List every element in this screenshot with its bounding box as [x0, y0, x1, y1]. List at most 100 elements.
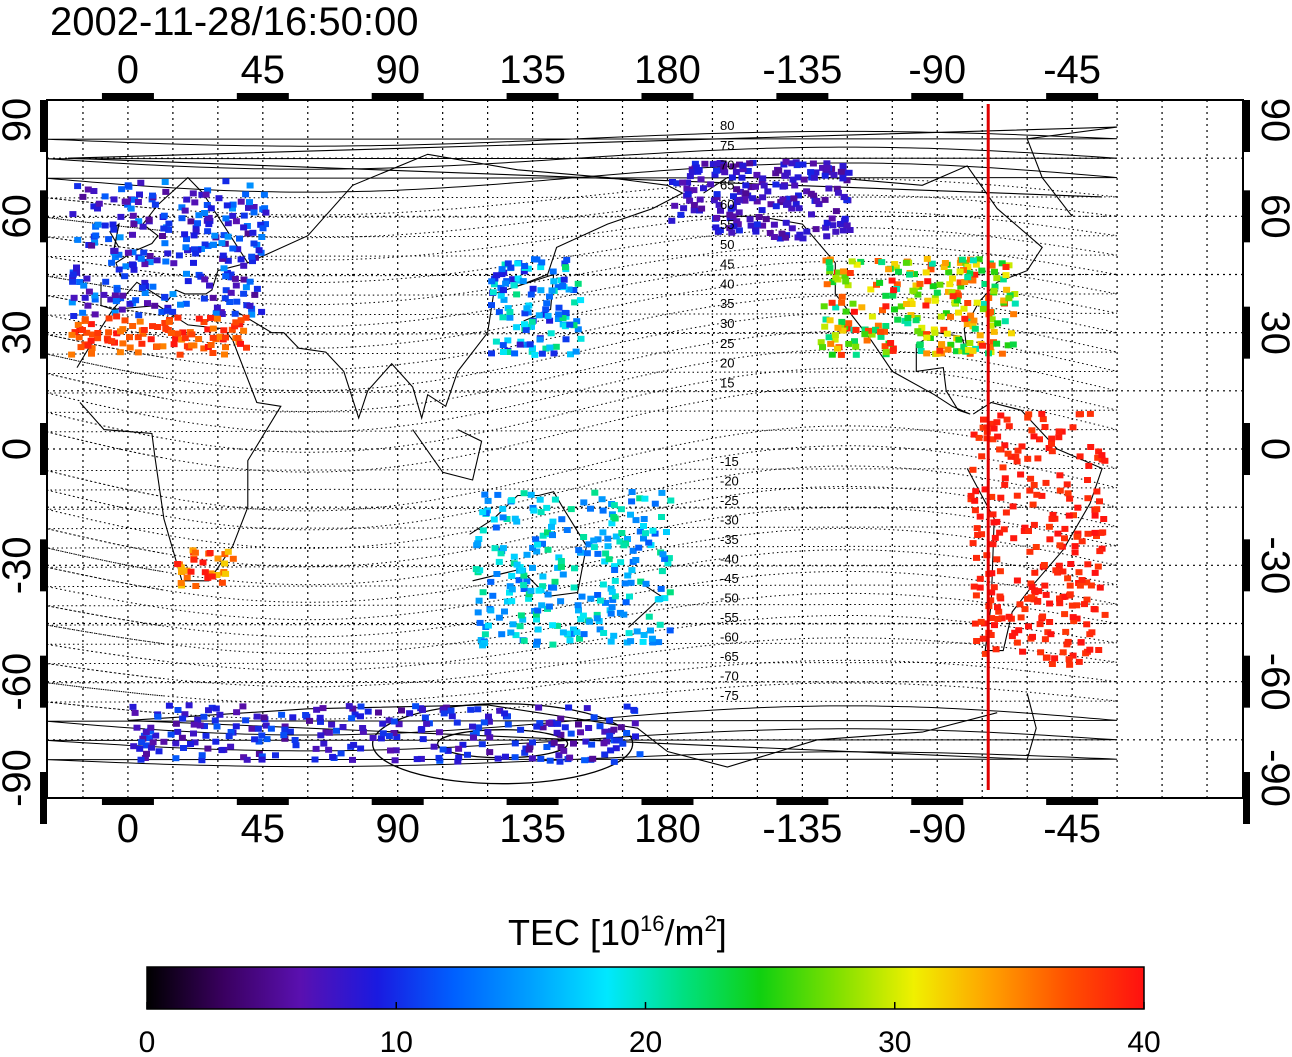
tec-cell	[555, 311, 563, 318]
tec-cell	[149, 323, 156, 330]
left-tick-bar	[40, 539, 47, 592]
tec-cell	[933, 289, 941, 296]
tec-cell	[492, 524, 500, 531]
tec-cell	[1013, 577, 1021, 584]
tec-cell	[992, 646, 1000, 653]
tec-cell	[561, 724, 569, 731]
tec-cell	[961, 279, 969, 285]
tec-cell	[601, 558, 609, 565]
tec-cell	[686, 173, 694, 180]
tec-cell	[119, 326, 127, 333]
bottom-tick-bar	[236, 798, 289, 805]
tec-cell	[1061, 593, 1069, 600]
tec-cell	[1001, 475, 1009, 482]
tec-cell	[79, 309, 87, 316]
tec-cell	[558, 516, 566, 523]
tec-cell	[190, 721, 198, 728]
tec-cell	[1010, 311, 1018, 318]
tec-cell	[1096, 584, 1104, 591]
tec-cell	[539, 583, 547, 590]
tec-cell	[892, 264, 900, 271]
tec-cell	[111, 247, 119, 254]
tec-cell	[832, 208, 840, 215]
timestamp-label: 2002-11-28/16:50:00	[50, 0, 418, 44]
tec-cell	[1030, 482, 1038, 488]
tec-cell	[799, 235, 807, 242]
tec-cell	[232, 282, 240, 289]
tec-cell	[686, 187, 693, 194]
tec-cell	[136, 745, 144, 752]
tec-cell	[975, 256, 983, 263]
tec-cell	[487, 578, 495, 585]
tec-cell	[852, 327, 860, 333]
tec-cell	[244, 230, 252, 237]
tec-cell	[574, 602, 582, 609]
tec-cell	[617, 724, 625, 731]
tec-cell	[1086, 410, 1094, 417]
tec-cell	[488, 302, 495, 309]
tec-cell	[519, 616, 527, 623]
tec-cell	[612, 737, 620, 744]
tec-cell	[419, 706, 426, 713]
tec-cell	[842, 308, 850, 315]
tec-cell	[969, 347, 977, 354]
tec-cell	[912, 317, 920, 324]
tec-cell	[742, 190, 750, 197]
tec-cell	[1019, 648, 1027, 655]
top-lon-label: 135	[499, 48, 566, 92]
tec-cell	[556, 758, 564, 765]
tec-cell	[144, 300, 151, 307]
tec-cell	[543, 504, 551, 511]
contour-label: 50	[720, 237, 734, 252]
tec-cell	[977, 618, 985, 625]
tec-cell	[236, 321, 244, 328]
tec-cell	[582, 738, 590, 745]
tec-cell	[640, 535, 647, 542]
tec-cell	[520, 637, 528, 644]
tec-cell	[1034, 455, 1042, 462]
contour-label: 20	[720, 356, 734, 371]
tec-cell	[575, 547, 583, 554]
tec-cell	[236, 235, 243, 242]
tec-cell	[1071, 549, 1079, 556]
tec-cell	[551, 578, 559, 585]
tec-cell	[969, 257, 977, 264]
tec-cell	[902, 259, 910, 266]
tec-cell	[504, 260, 512, 267]
tec-cell	[571, 299, 579, 306]
tec-cell	[881, 343, 889, 350]
tec-cell	[88, 345, 96, 352]
tec-cell	[69, 278, 77, 285]
tec-cell	[333, 727, 340, 734]
tec-cell	[439, 746, 447, 753]
tec-cell	[195, 315, 203, 322]
contour-label: 60	[720, 197, 734, 212]
tec-cell	[174, 561, 182, 567]
tec-cell	[567, 506, 575, 513]
tec-cell	[596, 626, 604, 633]
tec-cell	[565, 704, 573, 711]
tec-cell	[1101, 611, 1109, 618]
tec-cell	[506, 583, 514, 590]
tec-cell	[832, 274, 840, 281]
tec-cell	[825, 259, 833, 266]
tec-cell	[454, 758, 462, 765]
tec-cell	[632, 557, 640, 563]
tec-cell	[158, 308, 166, 315]
tec-cell	[146, 259, 154, 266]
tec-cell	[207, 342, 215, 348]
tec-cell	[831, 336, 839, 343]
tec-cell	[513, 324, 521, 331]
tec-cell	[789, 176, 797, 183]
tec-cell	[316, 714, 324, 721]
tec-cell	[1062, 628, 1070, 635]
tec-cell	[893, 281, 901, 288]
tec-cell	[87, 337, 95, 344]
tec-cell	[988, 316, 996, 323]
tec-cell	[536, 720, 544, 727]
tec-cell	[954, 292, 962, 299]
tec-cell	[1055, 434, 1063, 441]
tec-cell	[520, 490, 528, 497]
tec-cell	[993, 419, 1001, 426]
tec-cell	[823, 219, 831, 226]
